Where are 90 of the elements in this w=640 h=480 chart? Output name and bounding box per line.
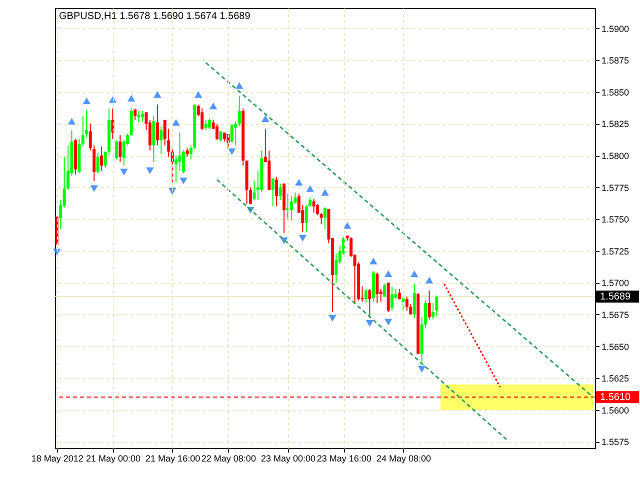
y-tick-label: 1.5850 bbox=[602, 87, 630, 98]
candlestick bbox=[238, 95, 241, 127]
x-tick-label: 21 May 16:00 bbox=[146, 454, 200, 464]
point bbox=[306, 185, 314, 192]
candlestick bbox=[271, 178, 274, 207]
candlestick bbox=[364, 288, 368, 304]
point bbox=[209, 102, 218, 110]
point bbox=[82, 97, 91, 104]
point bbox=[410, 270, 418, 278]
candlestick bbox=[383, 283, 386, 298]
candlestick bbox=[368, 288, 372, 316]
candlestick bbox=[390, 286, 394, 312]
point bbox=[366, 320, 374, 327]
y-tick-label: 1.5650 bbox=[602, 342, 630, 352]
candlestick bbox=[278, 182, 282, 201]
x-tick-label: 23 May 16:00 bbox=[316, 454, 372, 464]
y-tick-label: 1.5750 bbox=[602, 214, 630, 225]
candlestick bbox=[156, 104, 159, 146]
point bbox=[418, 366, 426, 373]
y-tick-label: 1.5700 bbox=[602, 278, 630, 288]
candlestick bbox=[114, 140, 118, 160]
candlestick bbox=[204, 119, 208, 131]
candlestick bbox=[234, 120, 238, 146]
candlestick bbox=[312, 198, 316, 214]
y-tick-label: 1.5725 bbox=[602, 246, 630, 256]
y-tick-label: 1.5675 bbox=[602, 310, 630, 320]
candlestick bbox=[178, 132, 182, 172]
candlestick bbox=[334, 252, 338, 284]
candlestick bbox=[290, 196, 293, 221]
y-tick-label: 1.5600 bbox=[602, 405, 630, 416]
candlestick bbox=[252, 180, 256, 201]
point bbox=[425, 276, 434, 284]
point bbox=[228, 148, 236, 156]
x-tick-label: 22 May 08:00 bbox=[201, 454, 256, 464]
candlestick bbox=[134, 108, 137, 120]
candlestick bbox=[320, 212, 323, 225]
point bbox=[384, 270, 392, 278]
ref-line-label: 1.5610 bbox=[600, 392, 632, 404]
candlestick bbox=[316, 203, 320, 216]
point bbox=[120, 168, 128, 176]
y-tick-label: 1.5775 bbox=[602, 182, 630, 193]
x-tick-label: 18 May 2012 bbox=[31, 454, 84, 464]
candlestick bbox=[118, 134, 122, 162]
candlestick bbox=[96, 152, 100, 174]
point bbox=[235, 82, 244, 89]
point bbox=[262, 115, 270, 122]
candlestick bbox=[160, 126, 163, 155]
y-tick-label: 1.5875 bbox=[602, 56, 630, 66]
candlestick bbox=[324, 207, 326, 230]
y-tick-label: 1.5825 bbox=[602, 119, 630, 130]
candlestick bbox=[200, 108, 204, 131]
point bbox=[90, 185, 98, 192]
point bbox=[154, 91, 162, 98]
point bbox=[328, 314, 336, 322]
y-tick-label: 1.5800 bbox=[602, 151, 630, 162]
candlestick bbox=[376, 272, 379, 304]
point bbox=[108, 96, 117, 103]
x-tick-label: 24 May 08:00 bbox=[376, 454, 431, 464]
candlestick bbox=[428, 290, 431, 320]
point bbox=[180, 178, 188, 184]
candlestick bbox=[216, 123, 218, 141]
candlestick bbox=[402, 296, 405, 312]
point bbox=[384, 318, 392, 326]
candlestick bbox=[208, 118, 212, 130]
candlestick bbox=[435, 294, 438, 316]
point bbox=[68, 118, 76, 125]
point bbox=[298, 234, 307, 242]
candlestick bbox=[230, 123, 234, 144]
ref-line-label: 1.5689 bbox=[600, 292, 632, 303]
y-tick-label: 1.5575 bbox=[602, 437, 630, 448]
candlestick bbox=[141, 110, 144, 122]
candlestick bbox=[174, 155, 178, 183]
point bbox=[321, 189, 329, 196]
candlestick bbox=[100, 146, 104, 172]
point bbox=[343, 222, 352, 229]
point bbox=[172, 119, 180, 126]
point bbox=[194, 91, 202, 98]
point bbox=[295, 178, 303, 186]
candlestick bbox=[275, 176, 278, 207]
y-tick-label: 1.5625 bbox=[602, 374, 630, 384]
point bbox=[146, 167, 154, 174]
x-tick-label: 21 May 00:00 bbox=[86, 454, 140, 464]
x-tick-label: 23 May 00:00 bbox=[260, 454, 316, 464]
point bbox=[127, 94, 136, 102]
chart-title: GBPUSD,H1 1.5678 1.5690 1.5674 1.5689 bbox=[59, 11, 251, 22]
candlestick bbox=[412, 283, 416, 319]
candlestick bbox=[405, 296, 408, 312]
candlestick bbox=[137, 110, 140, 123]
point bbox=[370, 258, 378, 264]
y-tick-label: 1.5900 bbox=[602, 24, 630, 34]
